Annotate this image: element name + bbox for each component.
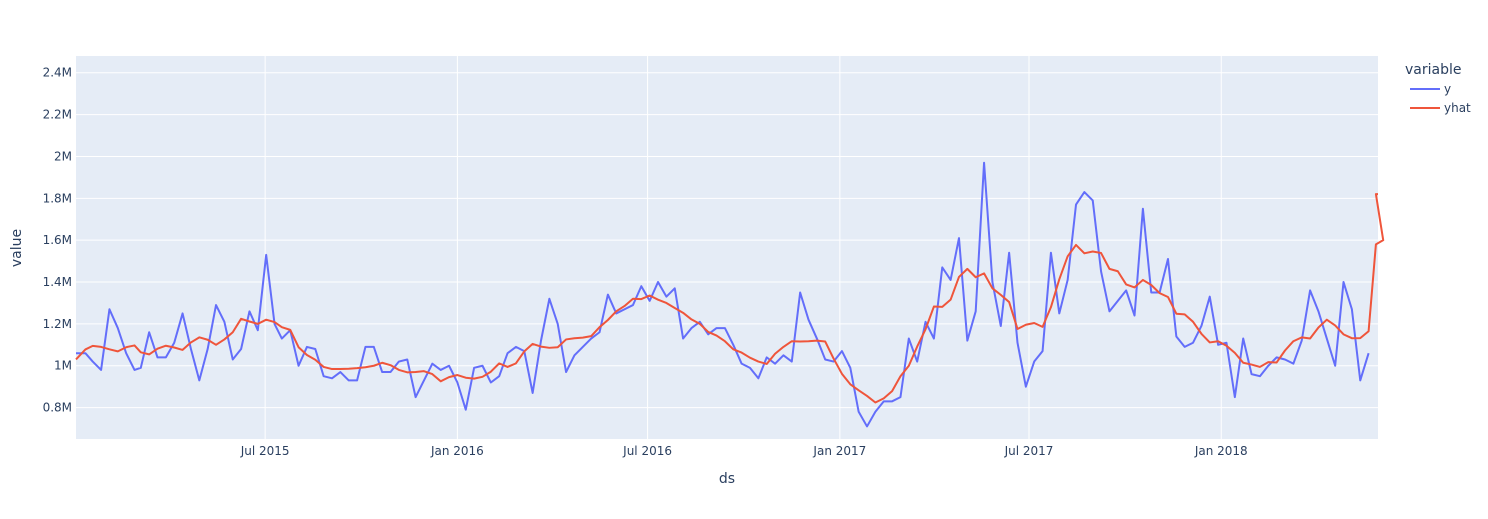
y-tick-label: 1.8M (43, 191, 72, 205)
y-tick-label: 1.6M (43, 233, 72, 247)
x-tick-label: Jan 2018 (1194, 444, 1248, 458)
x-tick-labels: Jul 2015 Jan 2016 Jul 2016 Jan 2017 Jul 2017… (240, 444, 1248, 458)
series-lines (75, 161, 1385, 428)
x-tick-label: Jul 2015 (240, 444, 290, 458)
y-tick-label: 2.4M (43, 66, 72, 80)
y-tick-label: 2.2M (43, 108, 72, 122)
x-axis-title: ds (719, 471, 735, 487)
legend-title: variable (1405, 62, 1461, 78)
legend: variable y yhat (1405, 62, 1471, 115)
legend-label-y: y (1444, 82, 1451, 96)
y-tick-labels: 0.8M 1M 1.2M 1.4M 1.6M 1.8M 2M 2.2M 2.4M (43, 66, 72, 415)
y-tick-label: 0.8M (43, 401, 72, 415)
x-tick-label: Jan 2017 (812, 444, 866, 458)
x-tick-label: Jul 2017 (1004, 444, 1054, 458)
x-tick-label: Jan 2016 (430, 444, 484, 458)
y-tick-label: 2M (54, 149, 72, 163)
series-line-y (76, 161, 1370, 428)
y-tick-label: 1.2M (43, 317, 72, 331)
series-line-yhat (75, 193, 1385, 404)
y-tick-label: 1.4M (43, 275, 72, 289)
plot-background (76, 56, 1378, 439)
x-tick-label: Jul 2016 (622, 444, 672, 458)
legend-label-yhat: yhat (1444, 101, 1471, 115)
y-axis-title: value (9, 229, 25, 267)
y-tick-label: 1M (54, 359, 72, 373)
